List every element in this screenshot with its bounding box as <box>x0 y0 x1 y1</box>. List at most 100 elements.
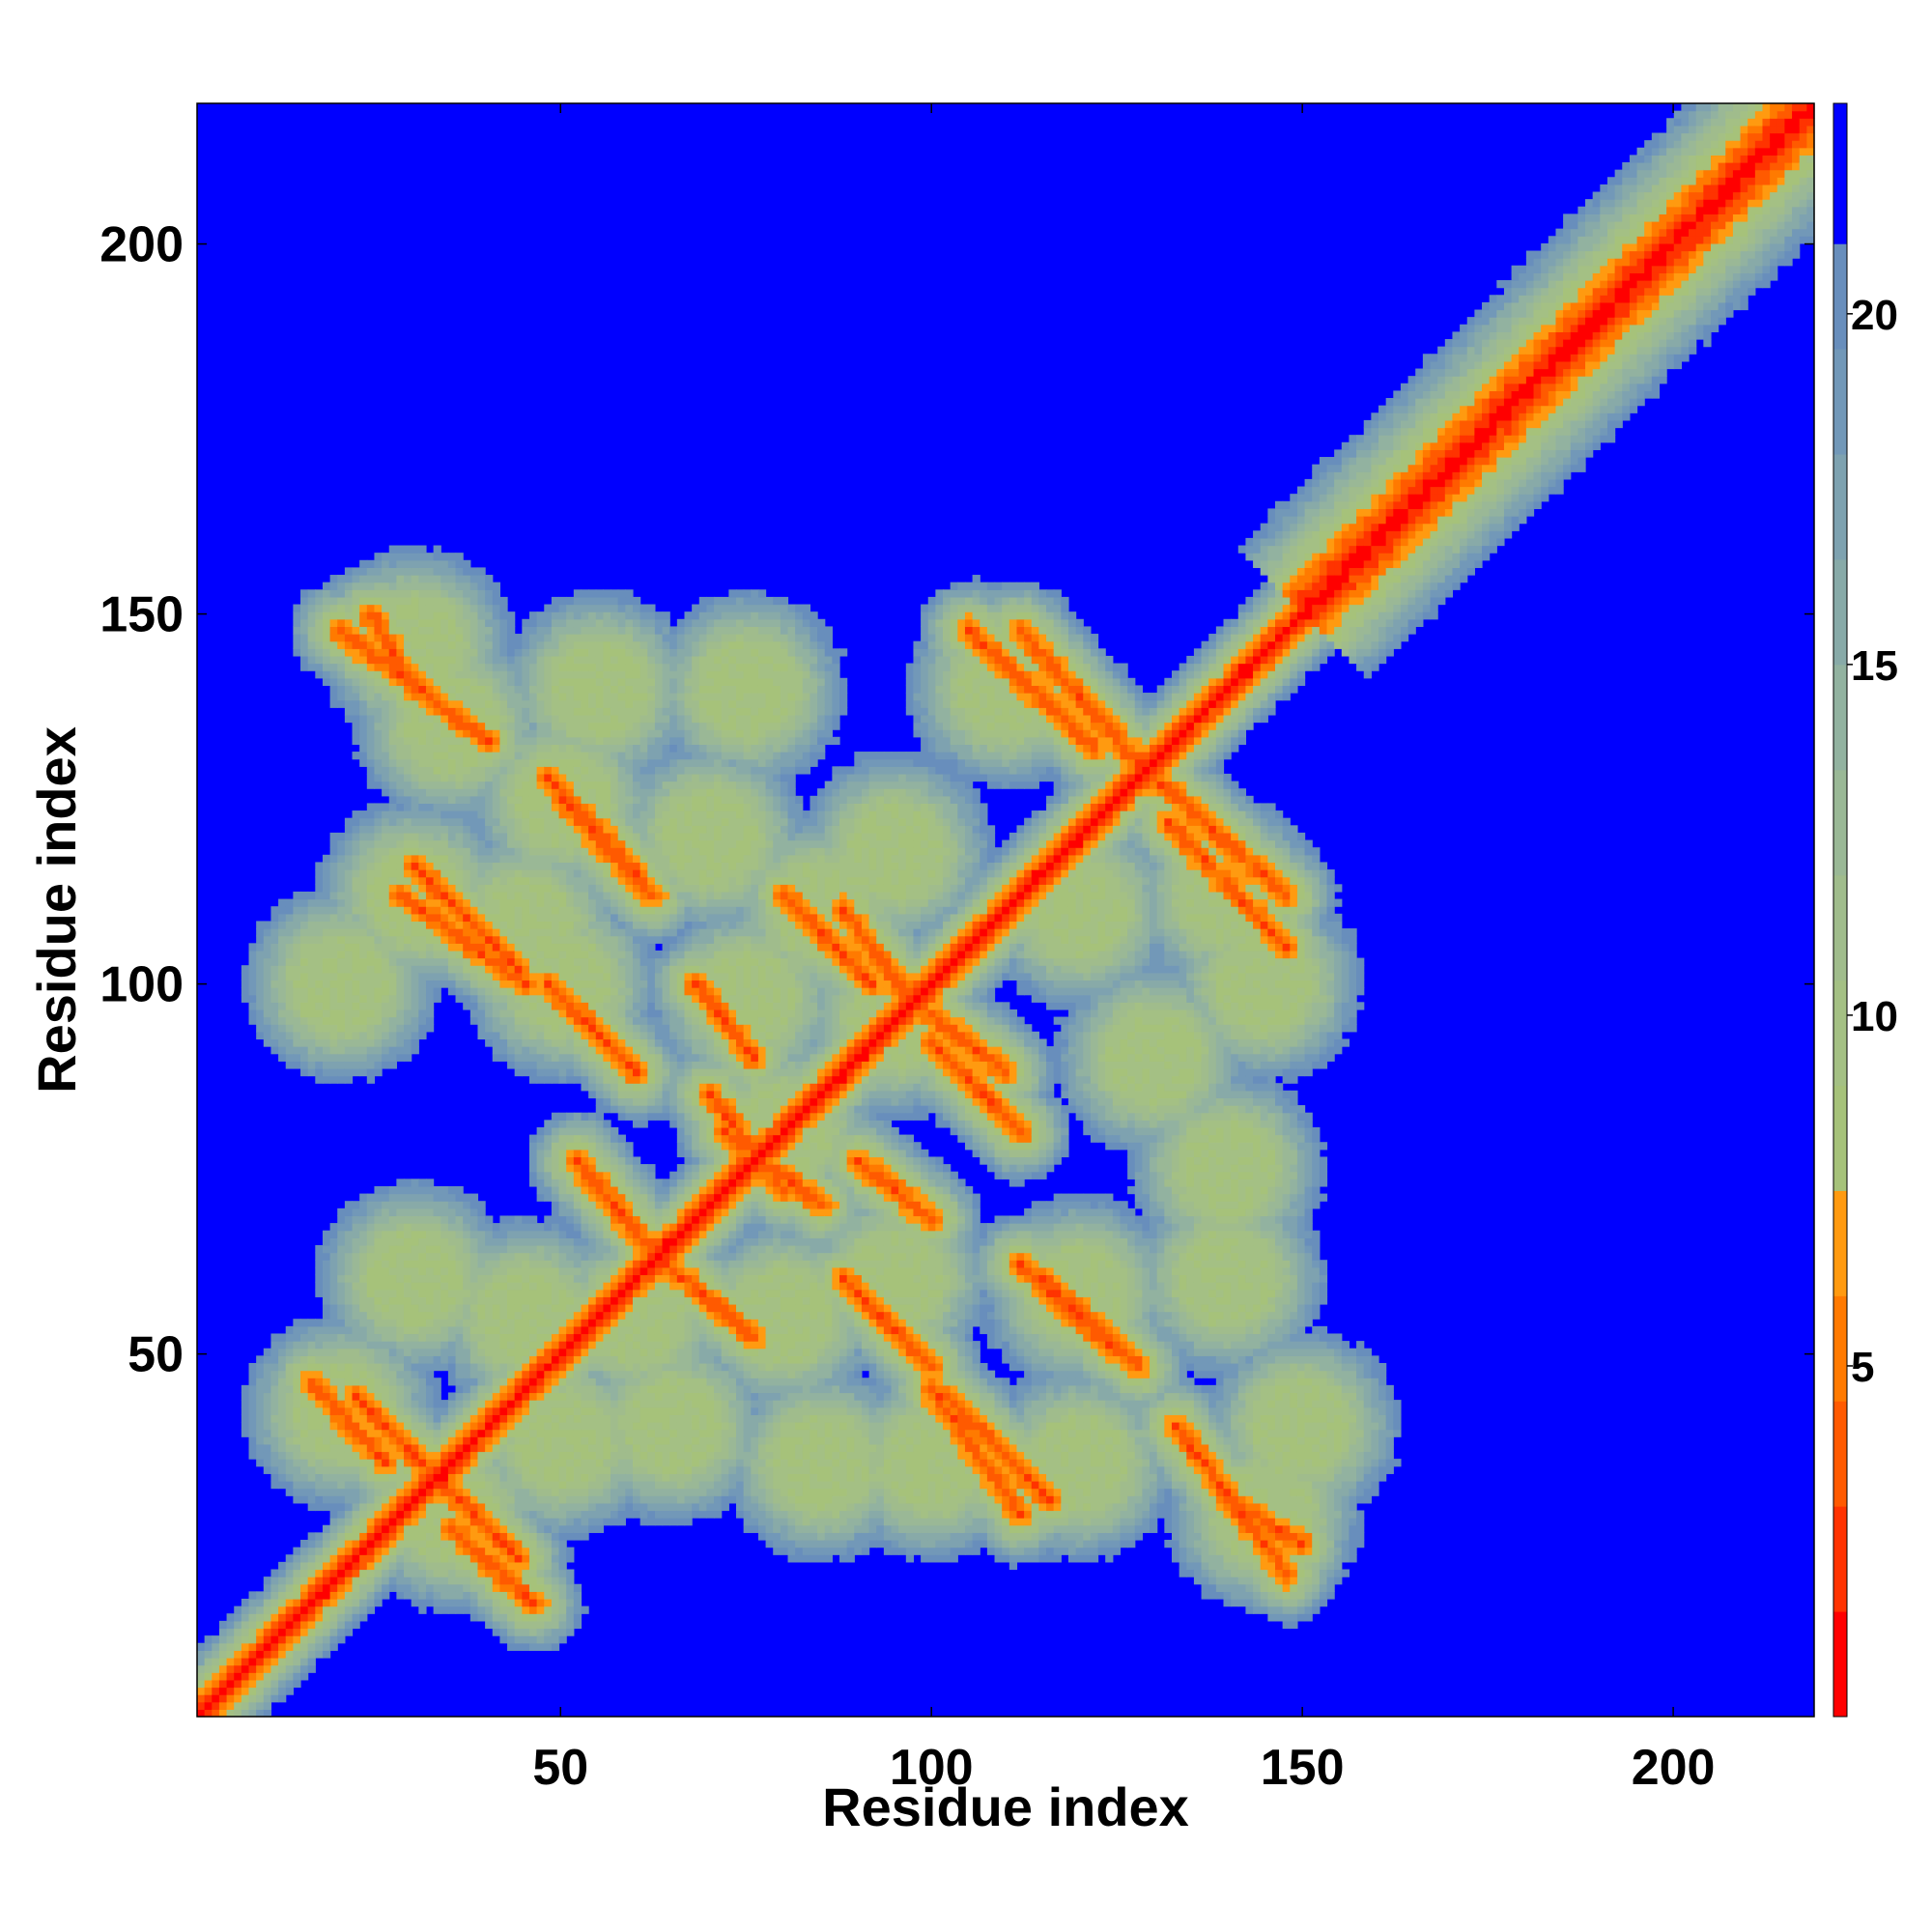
heatmap-cell <box>307 1642 316 1651</box>
heatmap-cell <box>536 1061 545 1069</box>
heatmap-cell <box>359 1518 368 1526</box>
heatmap-cell <box>514 943 523 952</box>
heatmap-cell <box>514 1289 523 1297</box>
heatmap-cell <box>463 1230 471 1238</box>
heatmap-cell <box>440 685 449 694</box>
heatmap-cell <box>536 1296 545 1305</box>
heatmap-cell <box>433 707 441 716</box>
heatmap-cell <box>558 1185 567 1195</box>
heatmap-cell <box>528 1518 538 1526</box>
heatmap-cell <box>270 1569 279 1577</box>
heatmap-cell <box>270 1577 279 1585</box>
heatmap-cell <box>455 1274 464 1283</box>
heatmap-cell <box>499 891 508 900</box>
heatmap-cell <box>315 913 324 923</box>
heatmap-cell <box>469 1230 479 1238</box>
heatmap-cell <box>359 1384 368 1394</box>
heatmap-cell <box>307 611 316 620</box>
heatmap-cell <box>388 1451 397 1460</box>
heatmap-cell <box>307 943 316 952</box>
heatmap-cell <box>278 1436 287 1445</box>
heatmap-cell <box>263 987 272 996</box>
heatmap-cell <box>558 972 567 981</box>
heatmap-cell <box>256 1709 265 1718</box>
heatmap-cell <box>425 1266 435 1276</box>
heatmap-cell <box>477 1392 486 1401</box>
heatmap-cell <box>558 1465 567 1474</box>
heatmap-cell <box>469 1370 479 1378</box>
heatmap-cell <box>263 921 272 929</box>
heatmap-cell <box>352 876 360 885</box>
heatmap-cell <box>477 1223 486 1232</box>
heatmap-cell <box>440 1421 449 1431</box>
heatmap-cell <box>528 1325 538 1335</box>
heatmap-cell <box>270 1348 279 1356</box>
heatmap-cell <box>315 1075 324 1084</box>
heatmap-cell <box>411 1031 419 1040</box>
heatmap-cell <box>551 1215 560 1224</box>
heatmap-cell <box>418 1532 427 1541</box>
heatmap-cell <box>241 1635 250 1644</box>
heatmap-cell <box>469 1583 479 1592</box>
heatmap-cell <box>411 545 419 554</box>
heatmap-cell <box>566 736 575 746</box>
heatmap-cell <box>322 1620 331 1630</box>
heatmap-cell <box>374 1046 383 1055</box>
heatmap-cell <box>433 943 441 952</box>
heatmap-cell <box>514 1230 523 1238</box>
heatmap-cell <box>477 1274 486 1283</box>
heatmap-cell <box>477 994 486 1003</box>
heatmap-cell <box>404 766 412 775</box>
heatmap-cell <box>477 1421 486 1431</box>
heatmap-cell <box>278 1465 287 1474</box>
heatmap-cell <box>544 1554 553 1563</box>
heatmap-cell <box>388 1002 397 1010</box>
heatmap-cell <box>463 1223 471 1232</box>
heatmap-cell <box>212 1687 220 1695</box>
heatmap-cell <box>352 693 360 701</box>
heatmap-cell <box>396 1465 405 1474</box>
heatmap-cell <box>477 648 486 657</box>
heatmap-cell <box>536 1524 545 1533</box>
heatmap-cell <box>300 972 309 981</box>
heatmap-cell <box>359 670 368 679</box>
heatmap-cell <box>440 1554 449 1563</box>
heatmap-cell <box>514 1282 523 1291</box>
heatmap-cell <box>566 1459 575 1467</box>
heatmap-cell <box>418 862 427 870</box>
heatmap-cell <box>544 1031 553 1040</box>
heatmap-cell <box>514 1266 523 1276</box>
heatmap-cell <box>366 1488 376 1496</box>
heatmap-cell <box>329 1502 338 1512</box>
heatmap-cell <box>270 1016 279 1025</box>
heatmap-cell <box>566 1289 575 1297</box>
heatmap-cell <box>433 744 441 753</box>
heatmap-cell <box>418 714 427 724</box>
heatmap-cell <box>337 1075 346 1084</box>
heatmap-cell <box>374 618 383 628</box>
heatmap-cell <box>315 965 324 974</box>
heatmap-cell <box>433 1598 441 1607</box>
heatmap-cell <box>382 906 390 915</box>
heatmap-cell <box>528 1341 538 1350</box>
heatmap-cell <box>477 876 486 885</box>
heatmap-cell <box>204 1642 213 1651</box>
heatmap-cell <box>566 1230 575 1238</box>
heatmap-cell <box>418 618 427 628</box>
heatmap-cell <box>263 1650 272 1659</box>
heatmap-cell <box>485 1443 494 1453</box>
heatmap-cell <box>492 1414 500 1423</box>
heatmap-cell <box>551 1443 560 1453</box>
heatmap-cell <box>300 1038 309 1047</box>
heatmap-cell <box>440 729 449 738</box>
heatmap-cell <box>329 626 338 635</box>
heatmap-cell <box>411 994 419 1003</box>
heatmap-cell <box>396 736 405 746</box>
heatmap-cell <box>388 1282 397 1291</box>
heatmap-cell <box>307 1406 316 1415</box>
heatmap-cell <box>300 604 309 612</box>
heatmap-cell <box>433 766 441 775</box>
heatmap-cell <box>366 1547 376 1555</box>
heatmap-cell <box>440 1193 449 1202</box>
heatmap-cell <box>404 928 412 937</box>
